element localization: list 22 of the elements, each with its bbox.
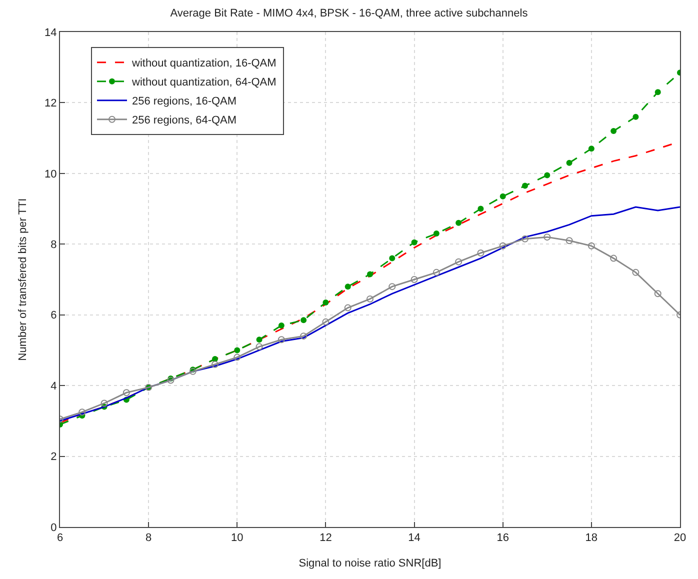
x-axis-title: Signal to noise ratio SNR[dB]	[298, 557, 442, 570]
y-tick-label: 8	[50, 238, 57, 251]
y-axis-title: Number of transfered bits per TTI	[17, 198, 30, 361]
x-tick-label: 20	[674, 532, 686, 544]
x-tick-label: 18	[585, 532, 598, 544]
x-tick-label: 12	[320, 532, 332, 544]
legend-label: 256 regions, 64-QAM	[132, 114, 237, 127]
legend-label: without quantization, 64-QAM	[131, 76, 276, 89]
x-tick-label: 8	[146, 532, 152, 544]
y-tick-label: 10	[44, 168, 57, 180]
x-tick-label: 10	[231, 532, 244, 544]
y-tick-label: 6	[50, 310, 57, 322]
y-tick-label: 14	[44, 26, 57, 39]
y-tick-label: 2	[50, 451, 57, 464]
x-tick-label: 14	[408, 532, 420, 544]
y-tick-label: 0	[50, 522, 57, 534]
y-tick-label: 4	[50, 380, 57, 392]
legend-label: without quantization, 16-QAM	[131, 58, 276, 70]
x-tick-label: 16	[496, 532, 509, 544]
chart-title: Average Bit Rate - MIMO 4x4, BPSK - 16-QAM, three active subchannels	[170, 7, 528, 20]
y-tick-label: 12	[44, 98, 57, 110]
legend-label: 256 regions, 16-QAM	[132, 96, 237, 108]
